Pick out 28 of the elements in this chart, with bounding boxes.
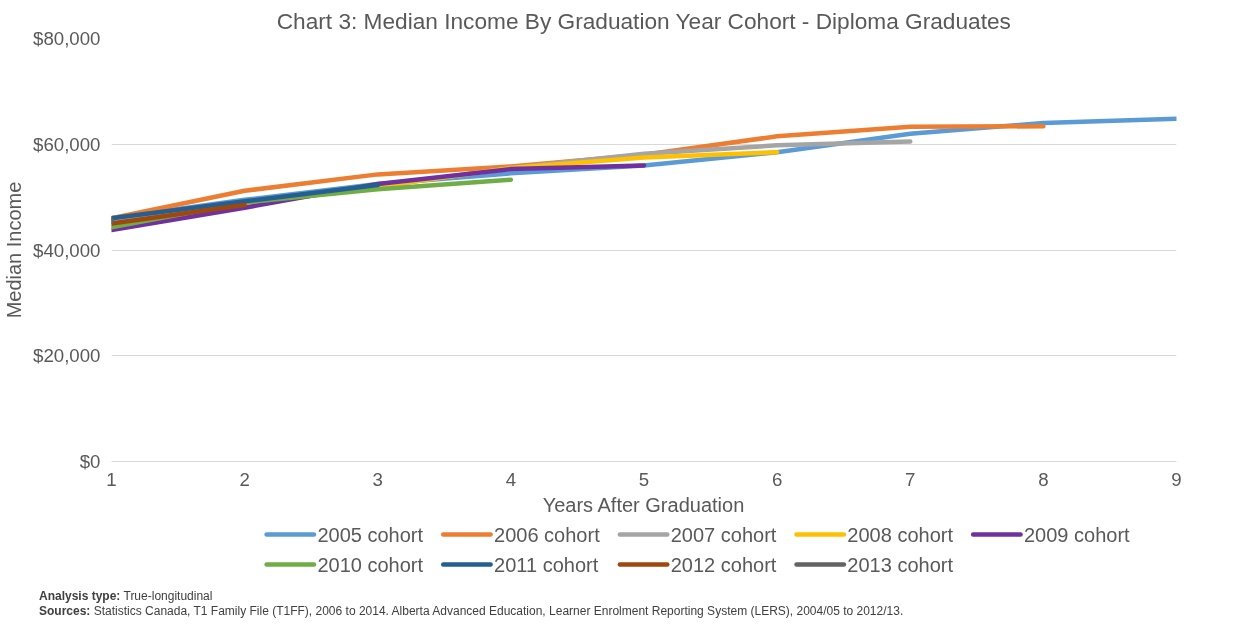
legend-label: 2011 cohort xyxy=(494,553,599,576)
chart-title: Chart 3: Median Income By Graduation Year Cohort - Diploma Graduates xyxy=(276,7,1011,34)
source-note: Sources: Statistics Canada, T1 Family File (T1FF), 2006 to 2014. Alberta Advanced Education, Learner Enrolment Reporting System (LERS), 2004/05 to 2012/13. xyxy=(39,604,904,618)
x-axis-title: Years After Graduation xyxy=(542,493,745,516)
y-tick-label: $20,000 xyxy=(33,345,101,367)
x-tick-label: 4 xyxy=(505,468,517,490)
x-tick-label: 6 xyxy=(771,468,783,490)
y-tick-label: $60,000 xyxy=(33,133,101,155)
legend-label: 2005 cohort xyxy=(317,523,424,546)
y-tick-label: $0 xyxy=(79,451,101,472)
y-tick-label: $40,000 xyxy=(33,239,101,261)
x-tick-label: 5 xyxy=(638,468,650,490)
legend-label: 2009 cohort xyxy=(1023,523,1131,546)
legend-label: 2013 cohort xyxy=(847,553,954,576)
legend-label: 2006 cohort xyxy=(494,523,601,546)
x-tick-label: 3 xyxy=(372,468,383,490)
x-tick-label: 9 xyxy=(1171,468,1182,490)
y-tick-label: $80,000 xyxy=(33,28,101,49)
legend-label: 2012 cohort xyxy=(670,553,777,576)
legend-label: 2007 cohort xyxy=(670,523,777,546)
y-axis-title: Median Income xyxy=(3,181,26,319)
legend-label: 2010 cohort xyxy=(317,553,424,576)
x-tick-label: 2 xyxy=(239,468,250,490)
legend-label: 2008 cohort xyxy=(847,523,954,546)
x-tick-label: 7 xyxy=(905,468,916,490)
x-tick-label: 8 xyxy=(1038,468,1049,490)
x-tick-label: 1 xyxy=(106,468,117,490)
text: Analysis type: True-longitudinal xyxy=(39,589,213,603)
